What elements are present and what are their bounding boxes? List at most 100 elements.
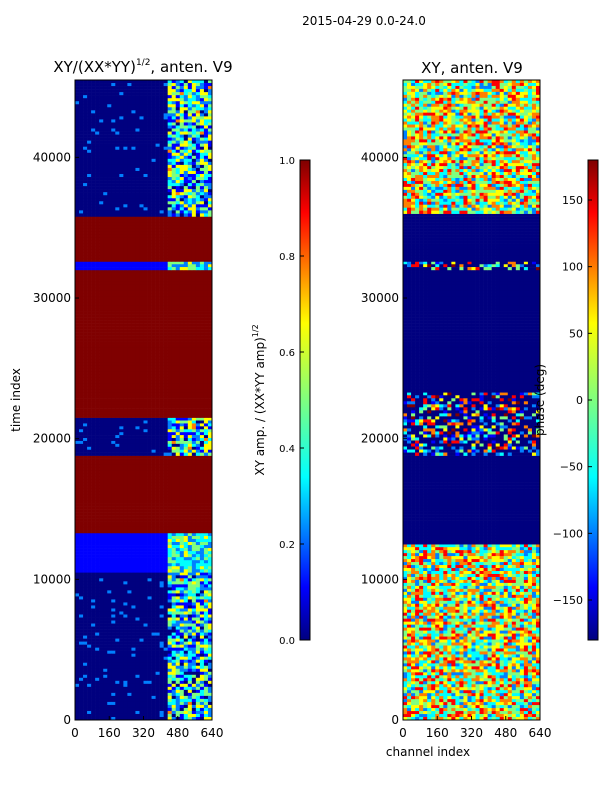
heatmap-cell	[135, 542, 140, 546]
heatmap-cell	[139, 452, 144, 456]
heatmap-cell	[195, 359, 201, 363]
heatmap-cell	[191, 521, 197, 525]
heatmap-cell	[131, 488, 136, 492]
heatmap-cell	[163, 275, 168, 280]
heatmap-cell	[191, 635, 197, 639]
heatmap-cell	[175, 461, 181, 465]
heatmap-cell	[175, 503, 181, 507]
heatmap-cell	[199, 677, 205, 682]
heatmap-cell	[83, 426, 88, 430]
heatmap-cell	[103, 704, 108, 709]
heatmap-cell	[207, 491, 213, 495]
heatmap-cell	[143, 491, 148, 495]
heatmap-cell	[207, 548, 213, 552]
heatmap-cell	[123, 686, 128, 691]
heatmap-cell	[135, 432, 140, 436]
heatmap-cell	[171, 281, 177, 286]
heatmap-cell	[83, 695, 88, 700]
heatmap-cell	[95, 392, 100, 396]
heatmap-cell	[91, 605, 96, 609]
heatmap-cell	[79, 497, 84, 501]
heatmap-cell	[95, 350, 100, 354]
heatmap-cell	[207, 332, 213, 336]
heatmap-cell	[147, 635, 152, 639]
heatmap-cell	[135, 650, 140, 654]
heatmap-cell	[151, 650, 156, 654]
heatmap-cell	[187, 311, 193, 315]
heatmap-cell	[163, 470, 168, 474]
heatmap-cell	[179, 551, 185, 555]
heatmap-cell	[91, 584, 96, 588]
heatmap-cell	[167, 632, 173, 636]
heatmap-cell	[147, 680, 152, 685]
heatmap-cell	[119, 446, 124, 451]
heatmap-cell	[91, 593, 96, 597]
heatmap-cell	[163, 529, 168, 534]
heatmap-cell	[179, 429, 185, 433]
heatmap-cell	[179, 566, 185, 570]
heatmap-cell	[151, 647, 156, 651]
heatmap-cell	[163, 701, 168, 706]
heatmap-cell	[119, 680, 124, 685]
heatmap-cell	[195, 356, 201, 360]
heatmap-cell	[99, 560, 104, 564]
heatmap-cell	[175, 411, 181, 415]
heatmap-cell	[207, 365, 213, 369]
heatmap-cell	[127, 281, 132, 286]
heatmap-cell	[79, 341, 84, 345]
heatmap-cell	[103, 569, 108, 573]
heatmap-cell	[191, 272, 197, 277]
heatmap-cell	[115, 674, 120, 679]
heatmap-cell	[207, 485, 213, 489]
heatmap-cell	[171, 535, 177, 540]
heatmap-cell	[127, 662, 132, 667]
heatmap-cell	[127, 350, 132, 354]
heatmap-cell	[159, 314, 164, 318]
heatmap-cell	[107, 701, 112, 706]
heatmap-cell	[191, 311, 197, 315]
heatmap-cell	[103, 455, 108, 459]
heatmap-cell	[207, 362, 213, 366]
heatmap-cell	[119, 371, 124, 375]
heatmap-cell	[103, 686, 108, 691]
heatmap-cell	[195, 299, 201, 304]
heatmap-cell	[203, 338, 209, 342]
heatmap-cell	[159, 426, 164, 430]
heatmap-cell	[203, 429, 209, 433]
heatmap-cell	[139, 290, 144, 295]
heatmap-cell	[127, 482, 132, 486]
heatmap-cell	[115, 287, 120, 292]
heatmap-cell	[207, 269, 213, 274]
heatmap-cell	[203, 617, 209, 621]
heatmap-cell	[99, 584, 104, 588]
heatmap-cell	[87, 545, 92, 549]
heatmap-cell	[95, 605, 100, 609]
heatmap-cell	[91, 332, 96, 336]
heatmap-cell	[175, 524, 181, 528]
heatmap-cell	[147, 449, 152, 453]
heatmap-cell	[155, 332, 160, 336]
heatmap-cell	[131, 374, 136, 378]
heatmap-cell	[87, 497, 92, 501]
heatmap-cell	[203, 569, 209, 573]
heatmap-cell	[115, 650, 120, 654]
heatmap-cell	[79, 638, 84, 642]
heatmap-cell	[155, 509, 160, 513]
heatmap-cell	[127, 695, 132, 700]
heatmap-cell	[103, 563, 108, 567]
heatmap-cell	[103, 548, 108, 552]
heatmap-cell	[123, 581, 128, 585]
heatmap-cell	[175, 611, 181, 615]
heatmap-cell	[159, 411, 164, 415]
heatmap-cell	[203, 311, 209, 315]
heatmap-cell	[155, 275, 160, 280]
heatmap-cell	[183, 584, 189, 588]
heatmap-cell	[207, 581, 213, 585]
heatmap-cell	[143, 311, 148, 315]
heatmap-cell	[183, 593, 189, 597]
heatmap-cell	[87, 332, 92, 336]
heatmap-cell	[87, 620, 92, 624]
heatmap-cell	[175, 641, 181, 645]
heatmap-cell	[155, 476, 160, 480]
